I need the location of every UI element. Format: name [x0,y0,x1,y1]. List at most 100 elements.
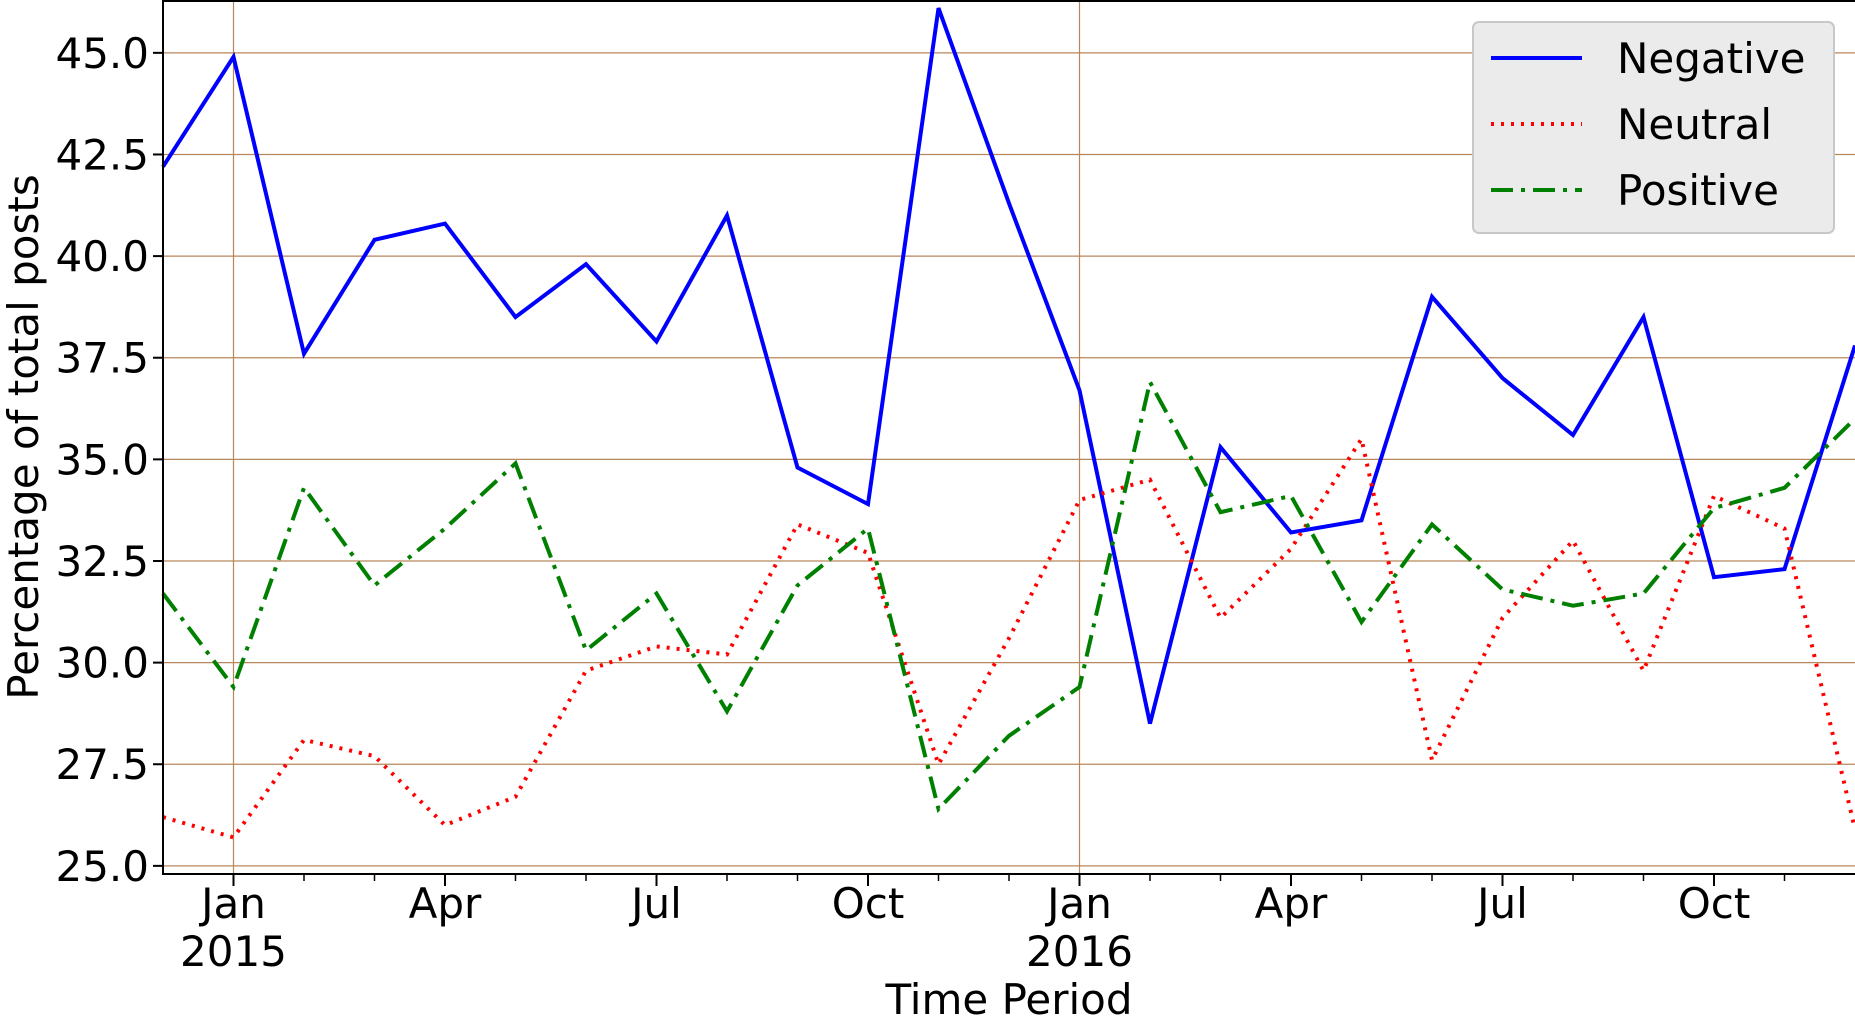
data-point [514,795,518,799]
y-tick-label: 30.0 [55,639,149,688]
x-tick-label: Jan [1044,879,1112,928]
data-point [1007,734,1011,738]
data-point [1430,295,1434,299]
data-point [514,315,518,319]
data-point [866,502,870,506]
y-tick-label: 32.5 [55,537,149,586]
data-point [1571,433,1575,437]
data-point [443,823,447,827]
x-tick-label: Apr [409,879,482,928]
data-point [1289,494,1293,498]
data-point [584,669,588,673]
data-point [866,551,870,555]
data-point [302,738,306,742]
data-point [1783,486,1787,490]
data-point [1007,636,1011,640]
data-point [725,213,729,217]
data-point [866,526,870,530]
data-point [1148,380,1152,384]
data-point [1289,547,1293,551]
data-point [302,352,306,356]
data-point [373,754,377,758]
x-tick-label: Oct [1678,879,1751,928]
data-point [1642,669,1646,673]
tick-layer: 25.0 27.5 30.0 32.5 35.0 37.5 40.0 42.5 45.0 Jan2… [55,29,1786,976]
data-point [1430,758,1434,762]
data-point [796,465,800,469]
data-point [1712,575,1716,579]
legend-label-negative: Negative [1617,34,1806,83]
data-point [1148,722,1152,726]
data-point [1360,620,1364,624]
legend-label-positive: Positive [1617,166,1779,215]
data-point [1501,587,1505,591]
data-point [1642,592,1646,596]
y-tick-label: 42.5 [55,130,149,179]
series-line [161,7,1855,725]
legend-label-neutral: Neutral [1617,100,1772,149]
y-tick-label: 25.0 [55,842,149,891]
data-point [373,238,377,242]
data-point [514,461,518,465]
x-axis-label: Time Period [884,975,1132,1022]
data-point [1360,518,1364,522]
data-point [584,262,588,266]
y-axis-label: Percentage of total posts [0,174,48,699]
data-point [796,583,800,587]
data-point [1360,437,1364,441]
series-positive [161,376,1855,813]
y-tick-label: 37.5 [55,334,149,383]
plot-frame [162,0,1855,875]
data-point [655,644,659,648]
series-negative [161,6,1855,726]
data-point [232,685,236,689]
data-point [937,6,941,10]
data-point [655,592,659,596]
y-tick-label: 35.0 [55,435,149,484]
data-point [655,339,659,343]
x-tick-label: Jul [1474,879,1528,928]
data-point [796,522,800,526]
data-point [584,648,588,652]
y-tick-label: 40.0 [55,232,149,281]
data-point [725,709,729,713]
series-line [162,433,1855,840]
x-tick-year-label: 2016 [1026,927,1133,976]
data-point [232,55,236,59]
data-point [1219,616,1223,620]
x-tick-label: Jul [628,879,682,928]
data-point [1219,445,1223,449]
grid-layer [163,0,1855,874]
data-point [1783,526,1787,530]
data-point [1501,376,1505,380]
legend-box [1472,21,1835,234]
data-point [1642,315,1646,319]
data-point [1571,604,1575,608]
data-point [1078,685,1082,689]
data-point [1501,616,1505,620]
series-layer [161,6,1855,840]
data-point [1078,498,1082,502]
data-point [1430,522,1434,526]
data-point [1289,531,1293,535]
data-point [1078,388,1082,392]
data-point [1783,567,1787,571]
data-point [937,762,941,766]
data-point [373,583,377,587]
y-tick-label: 27.5 [55,740,149,789]
data-point [302,486,306,490]
series-neutral [162,433,1855,840]
data-point [443,222,447,226]
data-point [1219,510,1223,514]
data-point [1007,201,1011,205]
data-point [1712,494,1716,498]
data-point [937,807,941,811]
x-tick-label: Apr [1255,879,1328,928]
data-point [443,526,447,530]
data-point [1712,506,1716,510]
y-tick-label: 45.0 [55,29,149,78]
x-tick-label: Oct [832,879,905,928]
data-point [725,652,729,656]
